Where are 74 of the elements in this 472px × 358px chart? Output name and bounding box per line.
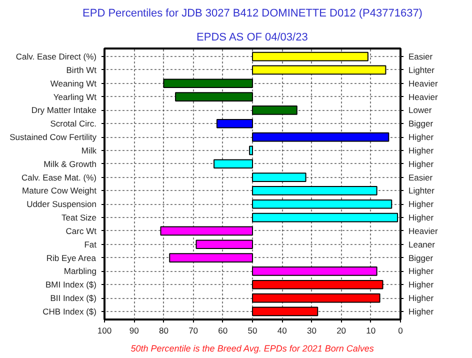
bar bbox=[252, 266, 378, 276]
x-tick-label: 10 bbox=[366, 326, 376, 336]
y2-tick-label: Higher bbox=[408, 280, 434, 290]
y2-tick-label: Higher bbox=[408, 199, 434, 210]
bar bbox=[252, 293, 380, 303]
y-tick-label: Mature Cow Weight bbox=[22, 186, 98, 196]
y2-tick-label: Heavier bbox=[408, 226, 438, 236]
y-tick-label: Marbling bbox=[64, 266, 97, 276]
x-tick-label: 50 bbox=[248, 326, 258, 336]
chart-title: EPD Percentiles for JDB 3027 B412 DOMINETTE D012 (P43771637) bbox=[82, 8, 422, 20]
y2-tick-label: Bigger bbox=[408, 252, 434, 263]
y2-tick-label: Higher bbox=[408, 158, 434, 169]
bar bbox=[252, 186, 378, 196]
y-tick-label: Weaning Wt bbox=[50, 78, 98, 88]
y2-tick-label: Higher bbox=[408, 306, 434, 316]
y-tick-label: Calv. Ease Direct (%) bbox=[16, 52, 97, 62]
y-tick-label: CHB Index ($) bbox=[42, 306, 97, 316]
y2-tick-label: Lighter bbox=[408, 186, 435, 196]
x-tick-label: 70 bbox=[188, 326, 198, 336]
y-tick-label: Milk bbox=[81, 145, 98, 156]
y2-tick-label: Higher bbox=[408, 293, 434, 304]
y2-tick-label: Easier bbox=[408, 52, 433, 62]
x-tick-label: 40 bbox=[277, 326, 288, 336]
bar bbox=[252, 306, 318, 316]
y-tick-label: Udder Suspension bbox=[26, 199, 97, 210]
bar bbox=[163, 78, 253, 88]
bar bbox=[249, 146, 253, 156]
bar bbox=[252, 212, 398, 222]
y2-tick-label: Bigger bbox=[408, 118, 434, 129]
y2-tick-label: Higher bbox=[408, 212, 434, 223]
x-tick-label: 60 bbox=[218, 326, 228, 336]
bar bbox=[214, 159, 253, 169]
text: 50th Percentile is the Breed Avg. EPDs for 2021 Born Calves bbox=[130, 344, 374, 354]
y-tick-label: Yearling Wt bbox=[53, 92, 98, 102]
y2-tick-label: Easier bbox=[408, 172, 433, 182]
y-tick-label: Dry Matter Intake bbox=[31, 105, 97, 116]
bar bbox=[252, 172, 306, 182]
bar bbox=[196, 240, 253, 250]
y-tick-label: Calv. Ease Mat. (%) bbox=[22, 172, 97, 182]
y2-tick-label: Heavier bbox=[408, 92, 438, 102]
bar bbox=[252, 106, 298, 115]
x-tick-label: 80 bbox=[158, 326, 169, 336]
bar bbox=[252, 132, 390, 142]
x-tick-label: 20 bbox=[336, 326, 346, 336]
y-tick-label: Scrotal Circ. bbox=[50, 118, 97, 129]
y2-tick-label: Higher bbox=[408, 145, 434, 156]
chart-subtitle: EPDS AS OF 04/03/23 bbox=[196, 32, 308, 44]
bar bbox=[175, 92, 253, 102]
x-tick-label: 0 bbox=[398, 326, 404, 336]
y-tick-label: Carc Wt bbox=[66, 226, 98, 236]
bar bbox=[252, 199, 392, 209]
bar bbox=[160, 226, 253, 236]
y-tick-label: Fat bbox=[84, 239, 98, 250]
bar bbox=[252, 65, 386, 75]
y2-tick-label: Higher bbox=[408, 266, 434, 276]
y-tick-label: BMI Index ($) bbox=[45, 280, 97, 290]
y2-tick-label: Heavier bbox=[408, 78, 438, 88]
y-tick-label: BII Index ($) bbox=[50, 293, 97, 304]
y-tick-label: Teat Size bbox=[62, 212, 97, 223]
bar bbox=[169, 253, 253, 262]
x-tick-label: 30 bbox=[306, 326, 317, 336]
y-tick-label: Sustained Cow Fertility bbox=[10, 132, 98, 142]
y-tick-label: Milk & Growth bbox=[44, 158, 97, 169]
x-tick-label: 90 bbox=[129, 326, 140, 336]
y2-tick-label: Lighter bbox=[408, 64, 435, 75]
y2-tick-label: Leaner bbox=[408, 239, 436, 250]
x-tick-label: 100 bbox=[97, 326, 112, 336]
y-tick-label: Birth Wt bbox=[66, 64, 98, 75]
y-tick-label: Rib Eye Area bbox=[46, 252, 96, 263]
y2-tick-label: Lower bbox=[408, 105, 432, 116]
bar bbox=[252, 52, 368, 62]
bar bbox=[252, 280, 384, 290]
bar bbox=[216, 118, 253, 128]
y2-tick-label: Higher bbox=[408, 132, 434, 142]
